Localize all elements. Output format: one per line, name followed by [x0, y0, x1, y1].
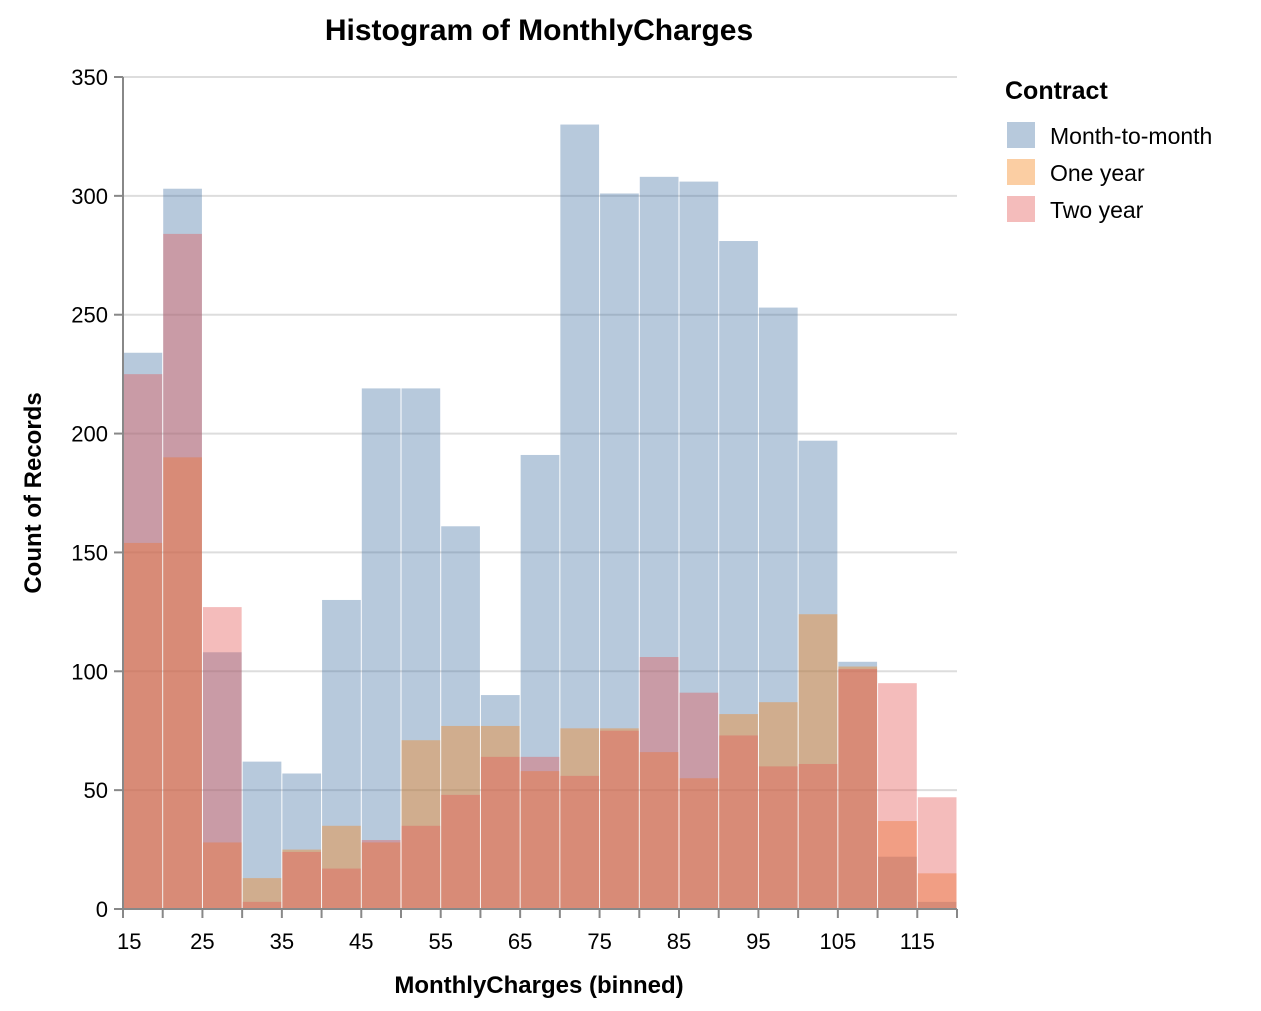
y-tick-label: 350 — [71, 65, 108, 90]
x-tick-label: 65 — [508, 929, 532, 954]
y-tick-label: 150 — [71, 540, 108, 565]
bar-one-year-70 — [560, 728, 600, 909]
legend-label: One year — [1050, 160, 1145, 186]
bar-one-year-85 — [679, 778, 719, 909]
bar-month-to-month-105 — [838, 661, 878, 909]
legend-swatch — [1007, 122, 1035, 148]
bar-two-year-70 — [560, 775, 600, 909]
bar-month-to-month-15 — [123, 352, 163, 910]
axes: 0 50 100 150 200 250 300 350 15 25 35 45 55 65 75 85 95 1… — [71, 65, 958, 954]
bar-one-year-115 — [917, 873, 957, 909]
x-tick-label: 85 — [667, 929, 691, 954]
bar-two-year-15 — [123, 374, 163, 910]
bar-one-year-50 — [401, 740, 441, 909]
y-tick-label: 200 — [71, 422, 108, 447]
bar-one-year-30 — [242, 878, 282, 909]
bar-one-year-80 — [639, 752, 679, 909]
bar-month-to-month-65 — [520, 454, 560, 909]
bar-month-to-month-50 — [401, 388, 441, 909]
bar-two-year-105 — [838, 668, 878, 909]
bar-one-year-60 — [480, 725, 520, 909]
x-tick-label: 105 — [819, 929, 856, 954]
bar-month-to-month-90 — [719, 241, 758, 910]
grid-lines — [123, 76, 957, 910]
x-tick-label: 45 — [349, 929, 373, 954]
bar-one-year-25 — [202, 842, 242, 909]
bar-month-to-month-60 — [480, 695, 520, 909]
x-axis-title: MonthlyCharges (binned) — [394, 972, 683, 999]
legend-swatch — [1007, 159, 1035, 185]
bar-two-year-20 — [163, 233, 202, 910]
bar-two-year-35 — [282, 851, 322, 909]
bar-two-year-55 — [441, 794, 480, 909]
bar-month-to-month-30 — [242, 761, 282, 909]
bar-two-year-45 — [361, 840, 401, 909]
bar-month-to-month-100 — [798, 440, 838, 909]
legend-swatch — [1007, 196, 1035, 222]
y-tick-label: 50 — [84, 778, 108, 803]
bar-two-year-80 — [639, 657, 679, 909]
legend: Contract Month-to-month One year Two year — [1005, 77, 1212, 223]
bar-one-year-75 — [600, 728, 639, 909]
bar-month-to-month-70 — [560, 124, 600, 910]
histogram-bars — [123, 124, 957, 910]
x-tick-label: 75 — [587, 929, 611, 954]
y-axis-title: Count of Records — [20, 392, 47, 593]
bar-two-year-40 — [322, 868, 361, 909]
y-tick-label: 100 — [71, 659, 108, 684]
x-tick-label: 55 — [428, 929, 452, 954]
bar-one-year-65 — [520, 771, 560, 909]
bar-one-year-20 — [163, 457, 202, 909]
bar-two-year-100 — [798, 763, 838, 909]
bar-one-year-100 — [798, 614, 838, 909]
bar-one-year-55 — [441, 725, 480, 909]
bar-two-year-50 — [401, 825, 441, 909]
bar-month-to-month-45 — [361, 388, 401, 909]
bar-one-year-90 — [719, 714, 758, 909]
y-tick-label: 250 — [71, 303, 108, 328]
bar-month-to-month-75 — [600, 193, 639, 910]
bar-two-year-90 — [719, 735, 758, 909]
bar-two-year-85 — [679, 692, 719, 909]
x-tick-label: 35 — [270, 929, 294, 954]
bar-one-year-15 — [123, 542, 163, 909]
bar-two-year-110 — [878, 683, 917, 909]
bar-one-year-105 — [838, 666, 878, 909]
bar-month-to-month-40 — [322, 599, 361, 909]
bar-month-to-month-85 — [679, 181, 719, 909]
bar-month-to-month-115 — [917, 901, 957, 909]
chart-title: Histogram of MonthlyCharges — [325, 14, 753, 47]
bar-two-year-65 — [520, 756, 560, 909]
bar-month-to-month-25 — [202, 652, 242, 909]
legend-title: Contract — [1005, 77, 1108, 105]
y-tick-label: 300 — [71, 184, 108, 209]
bar-month-to-month-95 — [758, 307, 798, 909]
bar-two-year-25 — [202, 607, 242, 909]
bar-two-year-115 — [917, 797, 957, 909]
bar-one-year-45 — [361, 842, 401, 909]
bar-one-year-35 — [282, 849, 322, 909]
x-tick-label: 95 — [746, 929, 770, 954]
bar-month-to-month-35 — [282, 773, 322, 909]
bar-one-year-40 — [322, 825, 361, 909]
x-tick-label: 115 — [900, 929, 935, 954]
bar-two-year-95 — [758, 766, 798, 909]
legend-label: Month-to-month — [1050, 123, 1212, 149]
x-tick-label: 25 — [190, 929, 214, 954]
bar-month-to-month-80 — [639, 176, 679, 910]
bar-month-to-month-110 — [878, 856, 917, 909]
x-tick-label: 15 — [117, 929, 141, 954]
bar-month-to-month-55 — [441, 526, 480, 909]
legend-label: Two year — [1050, 197, 1144, 223]
y-tick-label: 0 — [96, 897, 108, 922]
bar-month-to-month-20 — [163, 188, 202, 909]
bar-two-year-75 — [600, 730, 639, 909]
bar-two-year-30 — [242, 901, 282, 909]
bar-one-year-95 — [758, 702, 798, 909]
bar-one-year-110 — [878, 821, 917, 909]
bar-two-year-60 — [480, 756, 520, 909]
